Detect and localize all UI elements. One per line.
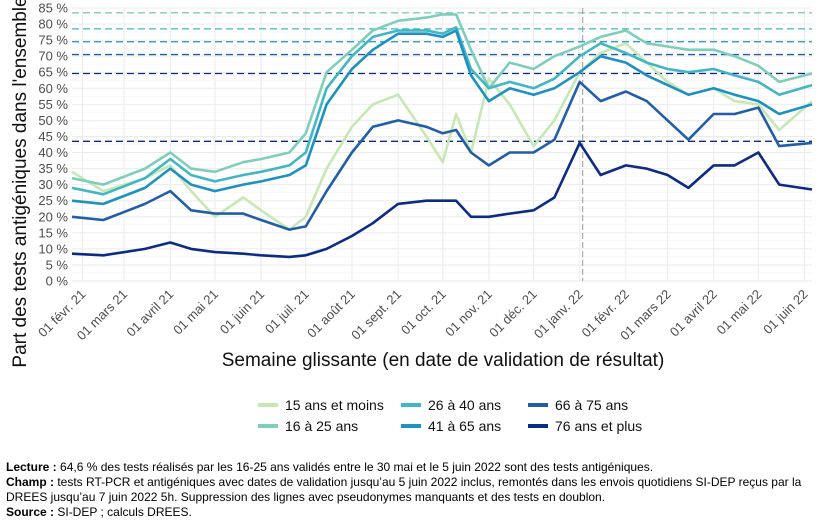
x-tick-label: 01 juin 21 (217, 287, 267, 337)
y-tick-label: 30 % (38, 177, 68, 192)
legend-label: 15 ans et moins (285, 397, 384, 413)
y-tick-label: 25 % (38, 193, 68, 208)
note-champ-label: Champ : (6, 475, 54, 489)
x-tick-label: 01 avril 22 (667, 287, 720, 340)
y-tick-label: 10 % (38, 241, 68, 256)
legend-label: 66 à 75 ans (555, 397, 628, 413)
y-tick-label: 15 % (38, 225, 68, 240)
y-tick-label: 45 % (38, 129, 68, 144)
reference-lines (72, 12, 812, 142)
x-tick-label: 01 mai 21 (170, 287, 221, 338)
chart-notes: Lecture : 64,6 % des tests réalisés par … (6, 460, 826, 520)
y-tick-label: 85 % (38, 1, 68, 16)
note-champ-text: tests RT-PCR et antigéniques avec dates … (6, 475, 802, 504)
y-tick-label: 40 % (38, 145, 68, 160)
series-line (71, 141, 813, 259)
y-tick-label: 35 % (38, 161, 68, 176)
y-tick-label: 50 % (38, 113, 68, 128)
chart: 0 % 5 %10 %15 %20 %25 %30 %35 %40 %45 %50… (10, 0, 813, 434)
y-tick-label: 75 % (38, 33, 68, 48)
series-line (71, 29, 813, 206)
note-champ: Champ : tests RT-PCR et antigéniques ave… (6, 475, 826, 505)
y-tick-label: 5 % (46, 257, 69, 272)
x-tick-label: 01 oct. 21 (398, 287, 449, 338)
x-tick-label: 01 janv. 22 (531, 287, 586, 342)
series-line (71, 25, 813, 196)
y-axis-title: Part des tests antigéniques dans l'ensem… (10, 0, 31, 368)
note-source-label: Source : (6, 505, 55, 519)
y-tick-label: 80 % (38, 17, 68, 32)
series-line (71, 80, 813, 231)
legend: 15 ans et moins 16 à 25 ans 26 à 40 ans 41 … (258, 397, 642, 434)
x-tick-label: 01 mai 22 (714, 287, 765, 338)
y-tick-label: 60 % (38, 81, 68, 96)
legend-label: 26 à 40 ans (428, 397, 501, 413)
chart-grid (72, 7, 812, 282)
x-axis-title: Semaine glissante (en date de validation… (222, 350, 665, 371)
x-tick-label: 01 avril 21 (123, 287, 176, 340)
y-tick-label: 20 % (38, 209, 68, 224)
legend-label: 16 à 25 ans (285, 418, 358, 434)
y-tick-label: 55 % (38, 97, 68, 112)
note-source-text: SI-DEP ; calculs DREES. (54, 505, 192, 519)
note-lecture: Lecture : 64,6 % des tests réalisés par … (6, 460, 826, 475)
series-line (71, 13, 813, 186)
legend-label: 76 ans et plus (555, 418, 642, 434)
note-lecture-text: 64,6 % des tests réalisés par les 16-25 … (56, 460, 654, 474)
series-lines (71, 13, 813, 259)
y-tick-label: 70 % (38, 49, 68, 64)
note-lecture-label: Lecture : (6, 460, 57, 474)
x-tick-label: 01 juin 22 (760, 287, 810, 337)
y-tick-label: 0 % (46, 274, 69, 289)
y-axis-ticks: 0 % 5 %10 %15 %20 %25 %30 %35 %40 %45 %50… (38, 1, 68, 289)
y-tick-label: 65 % (38, 65, 68, 80)
note-source: Source : SI-DEP ; calculs DREES. (6, 505, 826, 520)
x-tick-label: 01 sept. 21 (348, 287, 404, 343)
legend-label: 41 à 65 ans (428, 418, 501, 434)
